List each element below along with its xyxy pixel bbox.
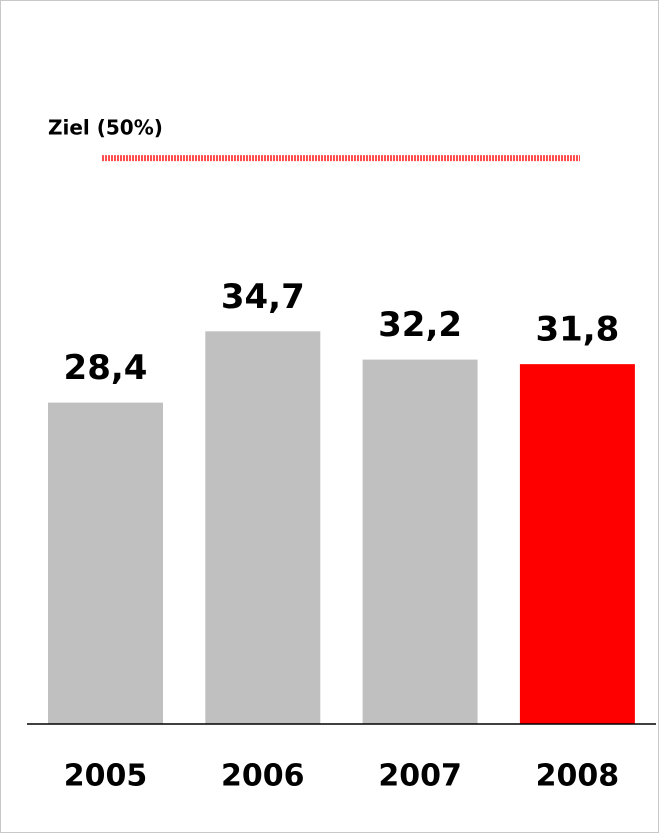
bar [362,359,478,724]
value-label: 28,4 [64,348,148,388]
target-label: Ziel (50%) [48,116,163,140]
x-tick-label: 2008 [536,759,620,794]
x-tick-label: 2007 [378,759,462,794]
bar [48,402,163,724]
x-tick-label: 2005 [64,759,148,794]
value-label: 34,7 [221,277,305,317]
x-tick-label: 2006 [221,759,305,794]
bar [205,331,321,724]
value-label: 32,2 [378,305,462,345]
value-label: 31,8 [535,310,619,350]
bar [519,364,635,724]
